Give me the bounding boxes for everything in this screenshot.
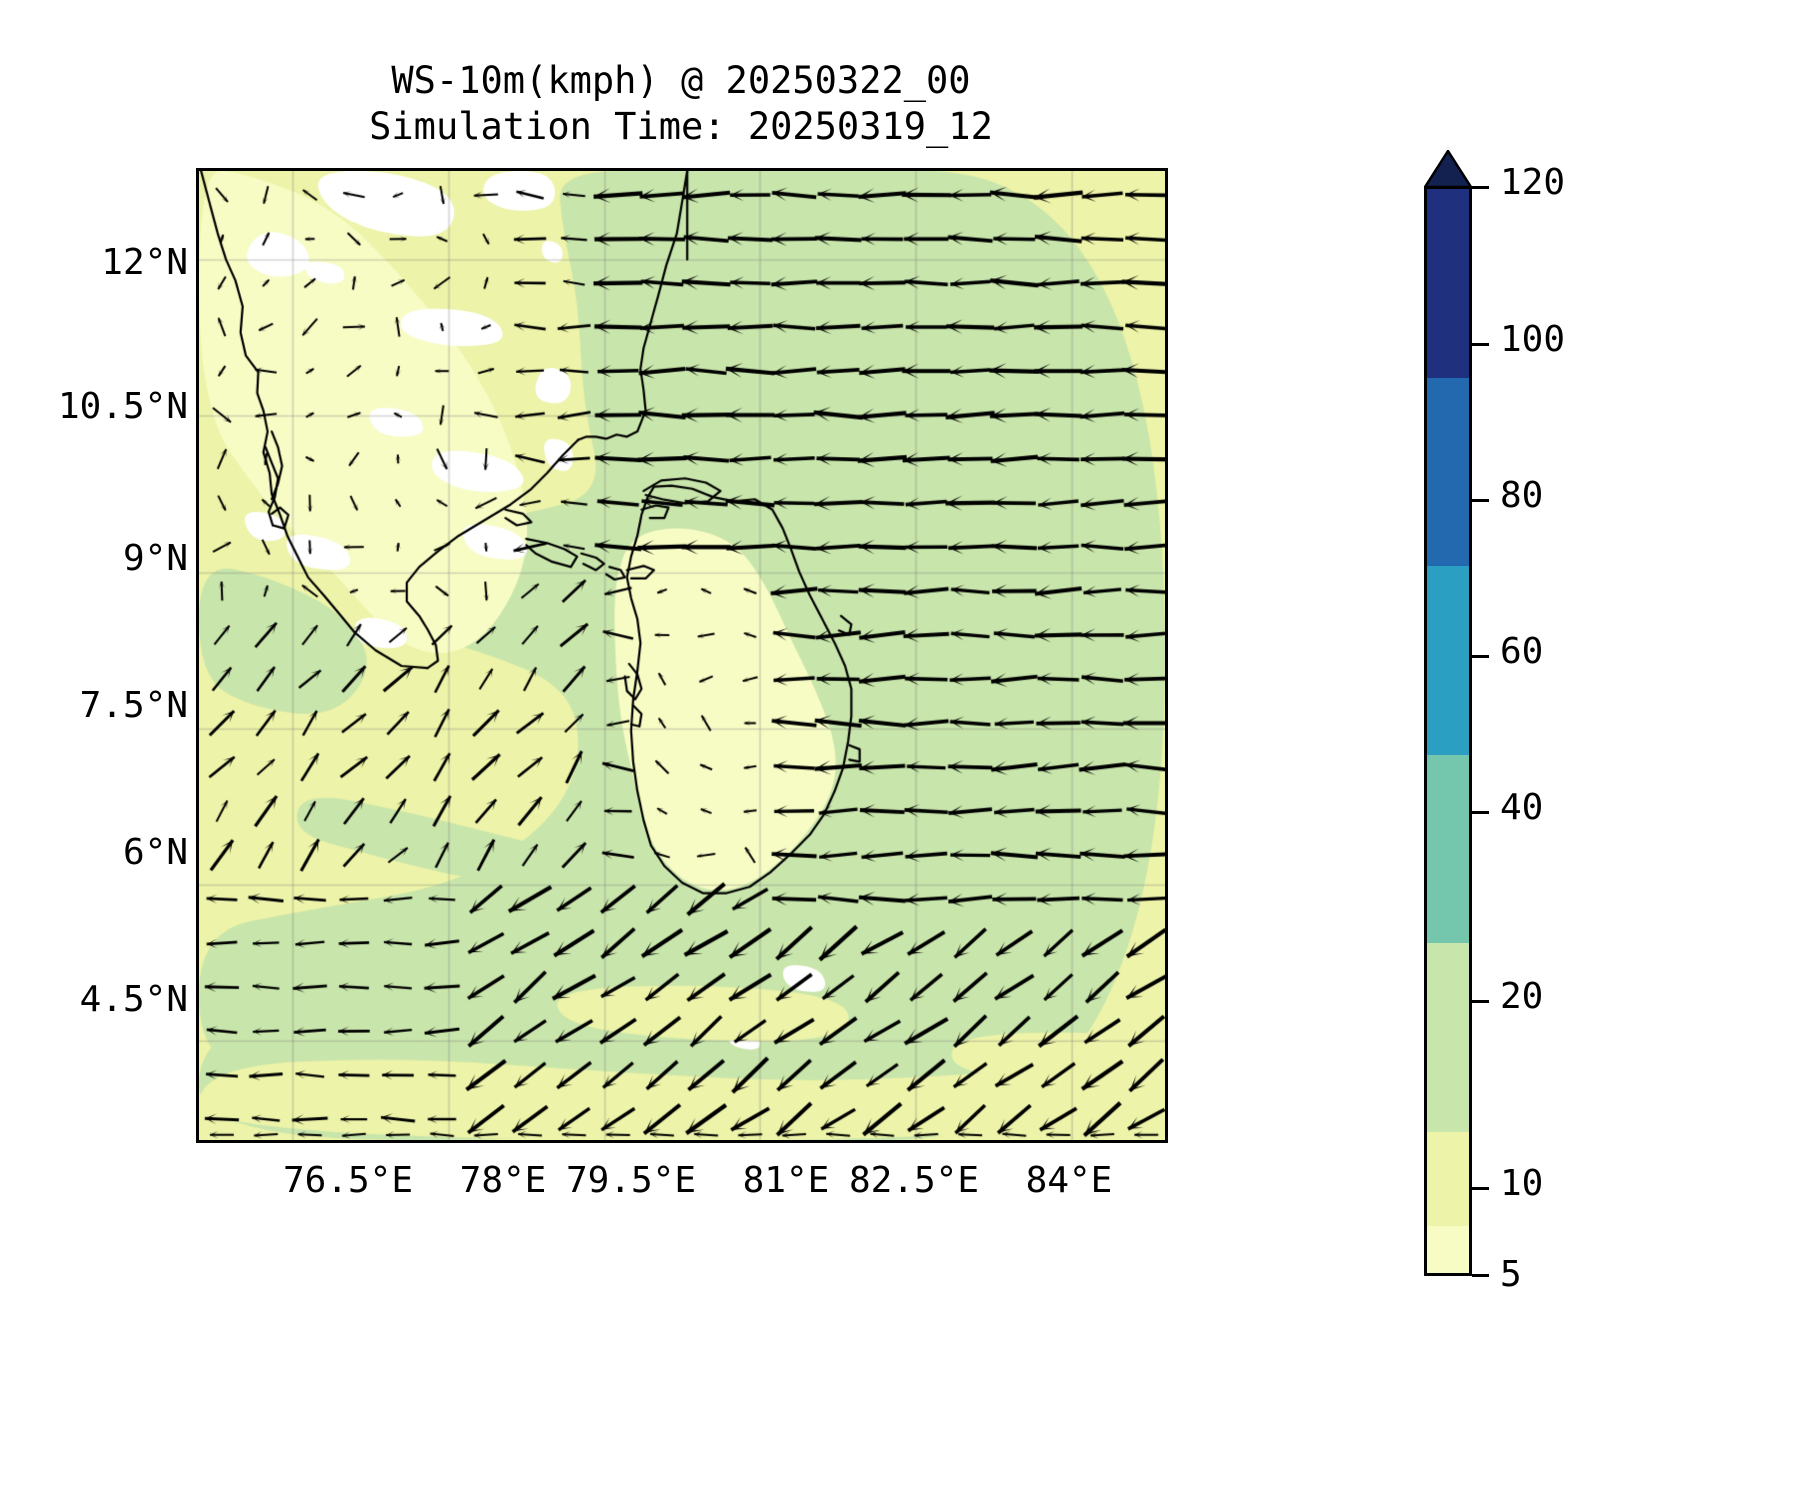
colorbar-label-5: 5 bbox=[1500, 1254, 1522, 1295]
y-tick-label-7-5N: 7.5°N bbox=[79, 685, 188, 726]
x-tick-label-81E: 81°E bbox=[742, 1160, 830, 1201]
colorbar-band-80-100 bbox=[1427, 377, 1469, 567]
colorbar-tick-120 bbox=[1472, 186, 1489, 189]
colorbar-band-60-80 bbox=[1427, 566, 1469, 755]
wind-speed-map bbox=[199, 171, 1165, 1140]
y-tick-label-4-5N: 4.5°N bbox=[79, 979, 188, 1020]
colorbar-tick-5 bbox=[1472, 1274, 1489, 1277]
x-tick-label-76-5E: 76.5°E bbox=[282, 1160, 414, 1201]
x-tick-label-82-5E: 82.5°E bbox=[848, 1160, 980, 1201]
map-plot-area bbox=[196, 168, 1168, 1143]
x-tick-label-78E: 78°E bbox=[459, 1160, 547, 1201]
colorbar-tick-100 bbox=[1472, 343, 1489, 346]
colorbar-extend-arrow bbox=[1424, 150, 1472, 188]
y-tick-label-9N: 9°N bbox=[122, 538, 188, 579]
colorbar-tick-20 bbox=[1472, 1000, 1489, 1003]
colorbar-tick-40 bbox=[1472, 811, 1489, 814]
colorbar-label-40: 40 bbox=[1500, 787, 1544, 828]
colorbar-band-5-10 bbox=[1427, 1225, 1469, 1273]
colorbar-band-10-20 bbox=[1427, 1131, 1469, 1226]
title-line-1: WS-10m(kmph) @ 20250322_00 bbox=[391, 59, 971, 102]
colorbar-band-100-120 bbox=[1427, 189, 1469, 378]
colorbar-label-10: 10 bbox=[1500, 1163, 1544, 1204]
colorbar-tick-80 bbox=[1472, 499, 1489, 502]
colorbar bbox=[1424, 186, 1472, 1276]
chart-title: WS-10m(kmph) @ 20250322_00 Simulation Ti… bbox=[196, 58, 1166, 151]
x-tick-label-79-5E: 79.5°E bbox=[565, 1160, 697, 1201]
x-tick-label-84E: 84°E bbox=[1025, 1160, 1113, 1201]
colorbar-label-60: 60 bbox=[1500, 631, 1544, 672]
colorbar-label-80: 80 bbox=[1500, 475, 1544, 516]
y-tick-label-6N: 6°N bbox=[122, 832, 188, 873]
colorbar-label-120: 120 bbox=[1500, 162, 1566, 203]
colorbar-label-20: 20 bbox=[1500, 976, 1544, 1017]
colorbar-band-40-60 bbox=[1427, 754, 1469, 944]
y-tick-label-12N: 12°N bbox=[101, 242, 188, 283]
title-line-2: Simulation Time: 20250319_12 bbox=[369, 105, 993, 149]
colorbar-tick-60 bbox=[1472, 655, 1489, 658]
colorbar-label-100: 100 bbox=[1500, 319, 1566, 360]
y-tick-label-10-5N: 10.5°N bbox=[57, 386, 188, 427]
colorbar-tick-10 bbox=[1472, 1187, 1489, 1190]
colorbar-band-20-40 bbox=[1427, 943, 1469, 1132]
